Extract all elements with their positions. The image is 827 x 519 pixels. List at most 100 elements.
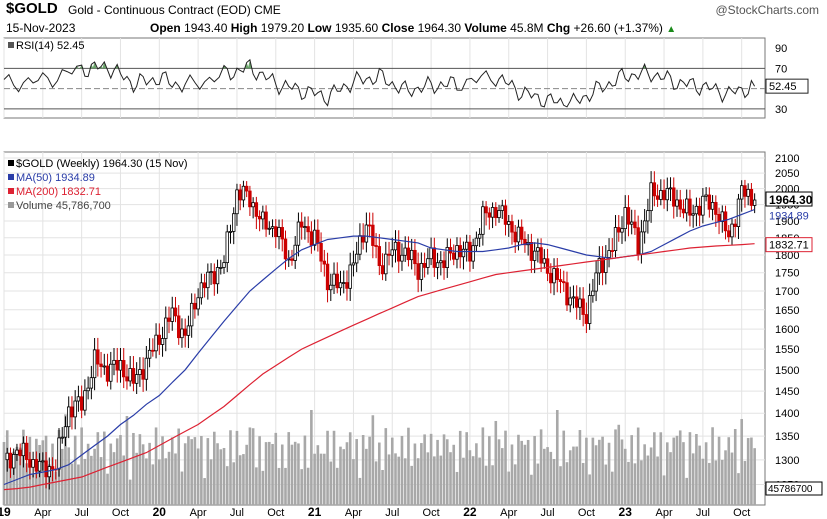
price-y-tick-label: 1400 (775, 408, 799, 420)
candle-body (536, 247, 540, 252)
volume-bar (445, 439, 449, 505)
x-tick-label: Jul (385, 507, 399, 519)
price-legend: $GOLD (Weekly) 1964.30 (15 Nov) (8, 158, 188, 170)
candle-body (500, 205, 504, 211)
candle-body (662, 190, 666, 201)
candle-body (594, 272, 598, 292)
candle-body (701, 195, 705, 216)
volume-bar (316, 445, 320, 505)
candle-body (675, 199, 679, 207)
volume-bar (750, 437, 753, 505)
candle-body (549, 272, 553, 284)
price-y-tick-label: 1700 (775, 286, 799, 298)
candle-body (406, 247, 411, 261)
volume-bar (416, 458, 420, 505)
candle-body (319, 243, 323, 262)
candle-body (697, 205, 702, 216)
candle-body (639, 231, 644, 255)
candle-body (397, 241, 401, 262)
volume-bar (219, 449, 223, 505)
volume-bar (465, 432, 468, 505)
candle-body (710, 202, 715, 210)
volume-bar (471, 456, 475, 505)
candle-body (157, 334, 162, 345)
volume-bar (326, 430, 329, 505)
volume-bar (9, 460, 12, 505)
candle-body (73, 400, 77, 418)
candle-body (740, 185, 744, 200)
candle-body (578, 298, 582, 308)
volume-bar (248, 427, 252, 505)
x-tick-label: 19 (0, 505, 11, 519)
volume-bar (753, 448, 756, 505)
volume-bar (539, 429, 543, 505)
volume-bar (378, 442, 381, 505)
volume-bar (468, 450, 472, 505)
candle-body (487, 212, 492, 218)
volume-bar (724, 450, 727, 505)
candle-body (277, 227, 281, 238)
volume-bar (649, 447, 653, 505)
volume-bar (374, 461, 378, 505)
volume-bar (164, 458, 168, 505)
candle-body (67, 406, 71, 428)
candle-body (374, 245, 378, 247)
candle-body (364, 224, 369, 243)
volume-bar (93, 448, 96, 505)
volume-bar (287, 432, 291, 505)
volume-bar (238, 455, 242, 505)
volume-bar (675, 435, 679, 505)
volume-bar (235, 430, 239, 505)
volume-bar (559, 466, 562, 505)
candle-body (471, 245, 475, 262)
volume-bar (462, 457, 465, 505)
candle-body (684, 198, 689, 214)
volume-bar (656, 456, 659, 505)
volume-bar (99, 457, 103, 505)
volume-bar (507, 471, 511, 505)
volume-bar (73, 435, 77, 505)
volume-bar (403, 458, 407, 505)
candle-body (419, 262, 424, 280)
candle-body (199, 282, 204, 299)
volume-legend-swatch-icon (8, 202, 14, 208)
up-triangle-icon: ▲ (666, 24, 677, 35)
volume-bar (158, 459, 161, 505)
volume-label: Volume (464, 21, 507, 35)
open-value: 1943.40 (184, 21, 228, 35)
volume-bar (222, 447, 226, 505)
candle-body (316, 229, 320, 244)
volume-bar (232, 462, 236, 505)
candle-body (714, 202, 718, 215)
ma200-legend-text: MA(200) 1832.71 (16, 186, 101, 198)
volume-bar (455, 471, 459, 505)
volume-bar (345, 442, 349, 505)
volume-bar (530, 474, 533, 505)
volume-bar (578, 430, 582, 505)
volume-bar (733, 429, 737, 505)
candle-body (63, 426, 68, 438)
volume-bar (662, 475, 666, 505)
volume-bar (513, 464, 517, 505)
rsi-y-tick-label: 90 (775, 43, 787, 55)
volume-bar (449, 452, 452, 505)
volume-bar (575, 446, 578, 505)
candle-body (691, 213, 695, 216)
candle-body (646, 210, 650, 222)
candle-body (105, 365, 110, 382)
candle-body (41, 460, 45, 463)
candle-body (125, 376, 129, 382)
candle-body (83, 390, 87, 411)
candle-body (141, 369, 145, 380)
rsi-y-tick-label: 70 (775, 63, 787, 75)
volume-bar (303, 435, 307, 505)
candle-body (219, 267, 223, 269)
volume-bar (54, 471, 58, 505)
volume-bar (177, 428, 181, 505)
volume-bar (122, 455, 126, 505)
last-price-box (765, 191, 813, 207)
candle-body (571, 296, 576, 299)
volume-bar (106, 473, 109, 505)
volume-bar (423, 434, 426, 505)
candle-body (717, 214, 721, 222)
